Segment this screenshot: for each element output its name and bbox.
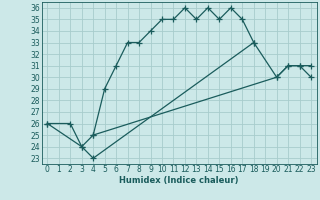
X-axis label: Humidex (Indice chaleur): Humidex (Indice chaleur) bbox=[119, 176, 239, 185]
